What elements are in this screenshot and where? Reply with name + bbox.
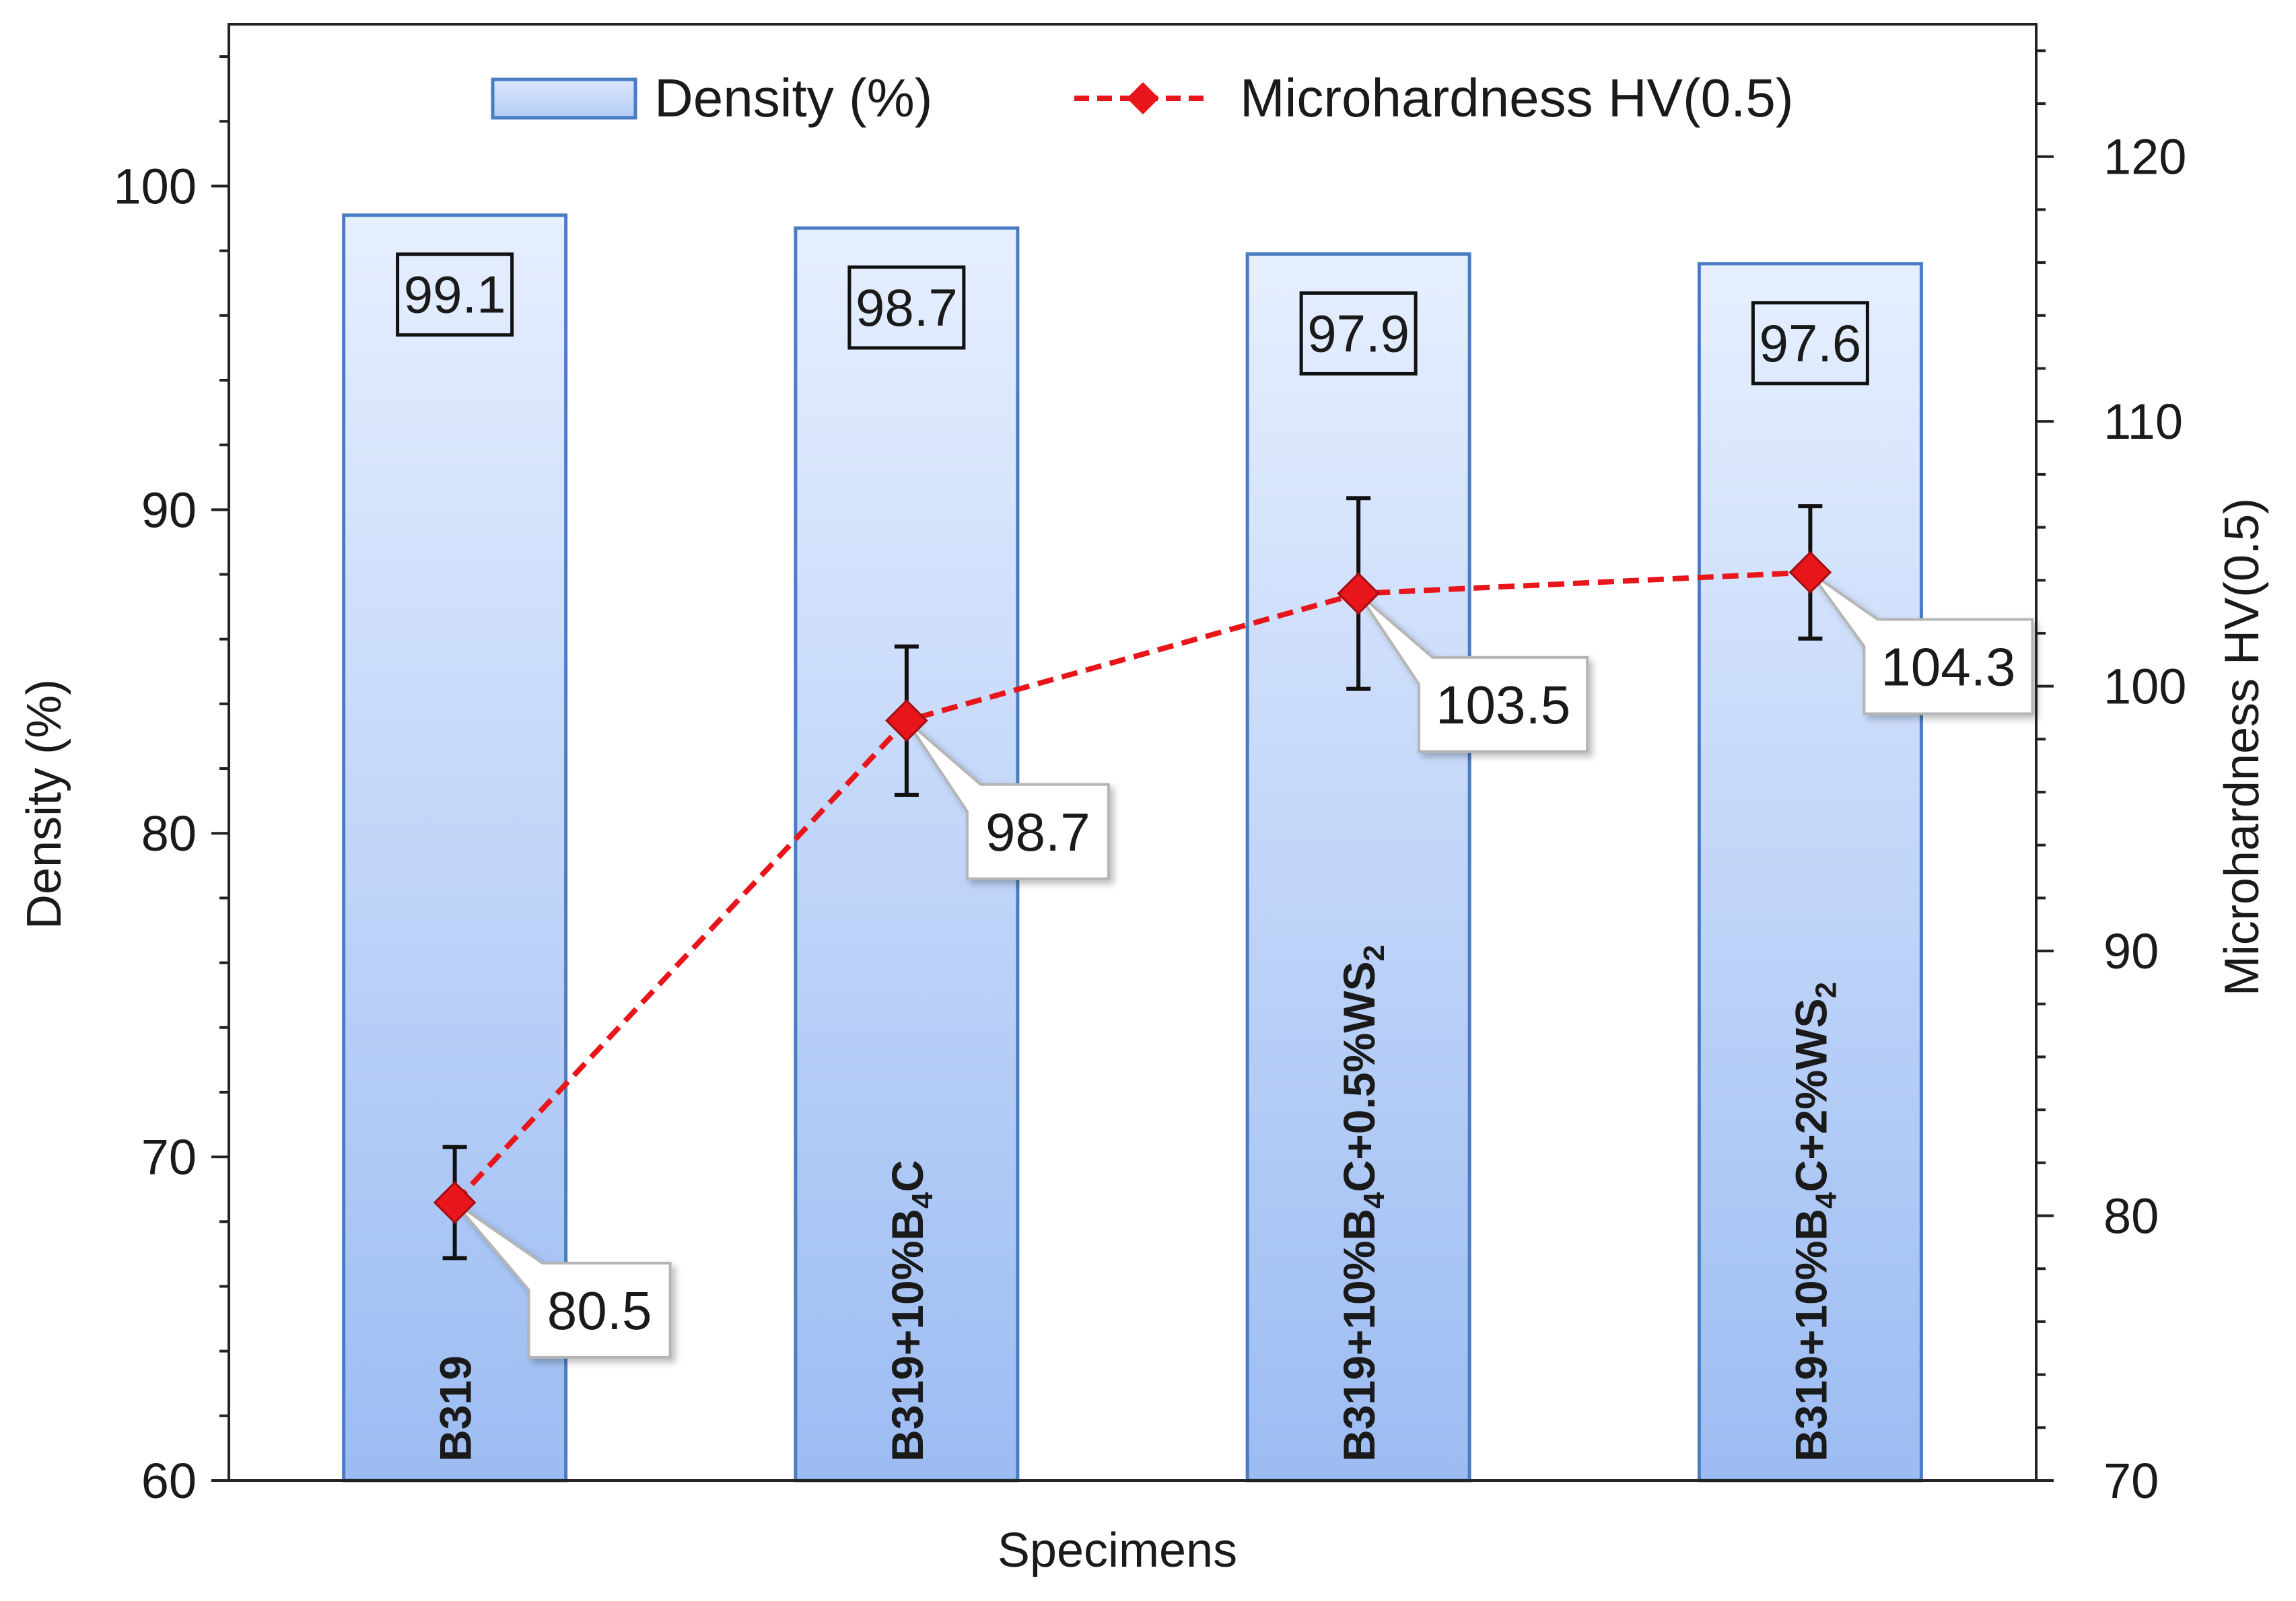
density-value-box — [847, 265, 966, 350]
y-right-tick-label: 70 — [2103, 1453, 2159, 1509]
density-value-box — [1751, 301, 1869, 386]
microhardness-marker — [885, 699, 928, 742]
category-label: B319+10%B4C — [882, 1160, 939, 1462]
density-value-label: 97.9 — [1307, 304, 1410, 363]
microhardness-line — [452, 569, 1811, 1205]
category-label: B319+10%B4C+0.5%WS2 — [1334, 945, 1391, 1462]
microhardness-value-label: 104.3 — [1881, 637, 2015, 697]
y-axis-right-title: Microhardness HV(0.5) — [2215, 498, 2269, 996]
y-axis-left-title: Density (%) — [18, 679, 71, 929]
y-right-tick-label: 120 — [2103, 129, 2186, 185]
density-value-label: 97.6 — [1759, 314, 1861, 373]
microhardness-value-label: 103.5 — [1436, 675, 1570, 735]
microhardness-marker — [1337, 572, 1380, 615]
legend-density-swatch — [491, 77, 637, 120]
category-label: B319+10%B4C+2%WS2 — [1786, 982, 1842, 1462]
callout-layer: 80.5 98.7 103.5 104.3 — [454, 571, 2034, 1359]
density-value-label: 98.7 — [856, 278, 958, 337]
microhardness-callout — [905, 719, 1110, 880]
legend-density-label: Density (%) — [654, 68, 932, 128]
microhardness-marker — [433, 1181, 477, 1224]
density-bar — [1245, 252, 1471, 1483]
y-right-tick-label: 100 — [2103, 659, 2186, 715]
x-axis-title: Specimens — [998, 1524, 1237, 1577]
axis-layer: 60 70 80 90 100 70 80 90 100 110 120 — [114, 23, 2186, 1509]
category-label: B319 — [431, 1355, 481, 1462]
y-left-tick-label: 100 — [114, 158, 197, 214]
plot-frame — [228, 23, 2038, 1482]
density-value-box — [396, 252, 514, 337]
bars-layer: 99.1 B319 98.7 B319+10%B4C 97.9 B319+10%B4C+0… — [342, 213, 1923, 1483]
y-left-tick-label: 70 — [141, 1129, 197, 1185]
microhardness-marker — [1788, 550, 1832, 594]
y-right-tick-label: 110 — [2103, 394, 2183, 450]
legend-microhardness-marker — [1126, 81, 1160, 115]
microhardness-callout — [1809, 571, 2034, 715]
y-left-tick-label: 90 — [141, 482, 197, 538]
y-left-tick-label: 80 — [141, 806, 197, 861]
microhardness-value-label: 98.7 — [985, 802, 1090, 862]
y-right-tick-label: 90 — [2103, 923, 2159, 979]
y-right-tick-label: 80 — [2103, 1188, 2159, 1244]
microhardness-callout — [1357, 592, 1589, 753]
legend-microhardness-label: Microhardness HV(0.5) — [1240, 68, 1794, 128]
microhardness-value-label: 80.5 — [547, 1281, 652, 1341]
legend: Density (%) Microhardness HV(0.5) — [491, 68, 1794, 128]
line-layer — [433, 496, 1832, 1260]
density-value-label: 99.1 — [404, 265, 506, 324]
y-left-tick-label: 60 — [141, 1453, 197, 1509]
density-bar — [1697, 262, 1923, 1483]
density-value-box — [1299, 291, 1418, 376]
microhardness-callout — [454, 1201, 672, 1359]
